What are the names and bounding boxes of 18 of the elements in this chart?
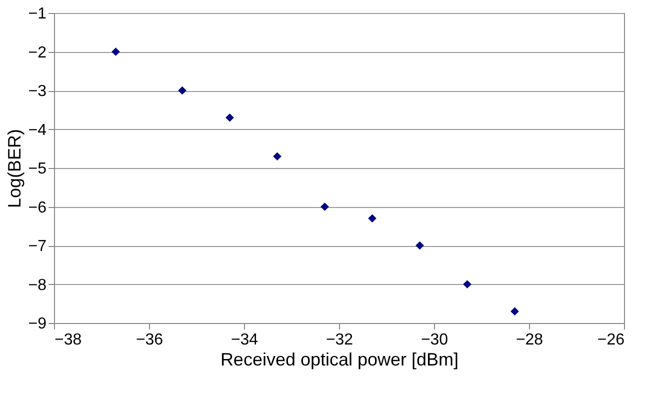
x-tick-label: −38 (54, 332, 82, 348)
x-tick-label: −32 (326, 332, 354, 348)
x-tick-label: −30 (420, 332, 448, 348)
y-tick-label: −1 (28, 6, 47, 22)
x-tick-label: −28 (516, 332, 544, 348)
y-axis-title: Log(BER) (4, 128, 24, 208)
x-axis-title: Received optical power [dBm] (220, 350, 459, 370)
y-tick-label: −6 (28, 199, 47, 216)
y-tick-label: −4 (28, 122, 47, 139)
x-tick-label: −34 (230, 332, 258, 348)
y-tick-label: −2 (28, 44, 47, 62)
y-tick-label: −3 (28, 83, 47, 100)
x-tick-label: −36 (136, 332, 164, 348)
y-tick-label: −7 (28, 238, 47, 255)
y-tick-label: −8 (28, 276, 47, 294)
y-tick-label: −9 (28, 316, 47, 332)
y-tick-label: −5 (28, 160, 47, 178)
x-tick-label: −26 (597, 332, 625, 348)
